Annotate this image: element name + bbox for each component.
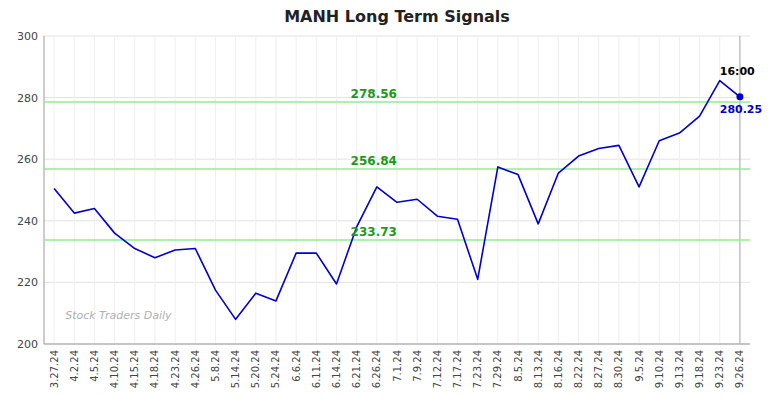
- y-tick-label: 260: [17, 153, 38, 166]
- signal-label: 233.73: [351, 225, 397, 239]
- plot-area: [44, 36, 750, 344]
- x-tick-label: 9.23.24: [714, 350, 725, 388]
- x-tick-label: 7.9.24: [412, 350, 423, 382]
- y-tick-label: 220: [17, 276, 38, 289]
- x-tick-label: 5.14.24: [230, 350, 241, 388]
- x-tick-label: 3.27.24: [49, 350, 60, 388]
- x-tick-label: 8.16.24: [553, 350, 564, 388]
- grid-line: [457, 36, 458, 344]
- x-axis: [44, 344, 750, 345]
- grid-line: [477, 36, 478, 344]
- watermark: Stock Traders Daily: [65, 309, 172, 322]
- grid-line: [699, 36, 700, 344]
- price-line: [54, 81, 740, 320]
- signal-line: [44, 168, 750, 170]
- y-axis: [44, 36, 45, 344]
- x-tick-label: 7.23.24: [472, 350, 483, 388]
- chart: MANH Long Term Signals 200 220 240 260 280 300…: [0, 0, 784, 398]
- grid-line: [74, 36, 75, 344]
- y-tick-label: 240: [17, 215, 38, 228]
- x-tick-label: 9.10.24: [654, 350, 665, 388]
- grid-line: [659, 36, 660, 344]
- last-price-label: 280.25: [720, 103, 762, 116]
- grid-line: [94, 36, 95, 344]
- x-tick-label: 5.24.24: [270, 350, 281, 388]
- x-tick-label: 7.29.24: [492, 350, 503, 388]
- x-tick-label: 6.11.24: [311, 350, 322, 388]
- x-tick-label: 6.21.24: [351, 350, 362, 388]
- grid-line: [296, 36, 297, 344]
- grid-line: [679, 36, 680, 344]
- x-tick-label: 6.6.24: [291, 350, 302, 382]
- x-tick-label: 8.13.24: [533, 350, 544, 388]
- grid-line: [275, 36, 276, 344]
- grid-line: [397, 36, 398, 344]
- grid-line: [154, 36, 155, 344]
- grid-line: [538, 36, 539, 344]
- grid-line: [134, 36, 135, 344]
- grid-line: [739, 36, 740, 344]
- grid-line: [598, 36, 599, 344]
- last-time-label: 16:00: [720, 65, 755, 78]
- x-tick-label: 4.23.24: [170, 350, 181, 388]
- grid-line: [618, 36, 619, 344]
- x-tick-label: 8.27.24: [593, 350, 604, 388]
- x-tick-label: 8.22.24: [573, 350, 584, 388]
- x-tick-label: 4.2.24: [69, 350, 80, 382]
- grid-line: [44, 344, 750, 345]
- last-point-line: [739, 36, 740, 344]
- grid-line: [437, 36, 438, 344]
- x-tick-label: 5.8.24: [210, 350, 221, 382]
- grid-line: [417, 36, 418, 344]
- x-tick-label: 4.10.24: [109, 350, 120, 388]
- grid-line: [316, 36, 317, 344]
- title: MANH Long Term Signals: [284, 7, 510, 26]
- last-point: [736, 93, 743, 100]
- grid-line: [497, 36, 498, 344]
- grid-line: [235, 36, 236, 344]
- x-tick-label: 4.5.24: [89, 350, 100, 382]
- signal-label: 278.56: [351, 87, 397, 101]
- x-tick-label: 8.30.24: [613, 350, 624, 388]
- signal-line: [44, 239, 750, 241]
- grid-line: [175, 36, 176, 344]
- x-tick-label: 7.12.24: [432, 350, 443, 388]
- x-tick-label: 4.15.24: [129, 350, 140, 388]
- grid-line: [114, 36, 115, 344]
- x-tick-label: 8.5.24: [513, 350, 524, 382]
- grid-line: [558, 36, 559, 344]
- grid-line: [356, 36, 357, 344]
- grid-line: [518, 36, 519, 344]
- grid-line: [578, 36, 579, 344]
- signal-label: 256.84: [351, 154, 397, 168]
- x-tick-label: 7.17.24: [452, 350, 463, 388]
- x-tick-label: 5.20.24: [250, 350, 261, 388]
- signal-line: [44, 101, 750, 103]
- x-tick-label: 9.26.24: [734, 350, 745, 388]
- x-tick-label: 7.1.24: [392, 350, 403, 382]
- y-tick-label: 200: [17, 338, 38, 351]
- x-tick-label: 9.18.24: [694, 350, 705, 388]
- x-tick-label: 9.13.24: [674, 350, 685, 388]
- x-tick-label: 6.26.24: [371, 350, 382, 388]
- grid-line: [639, 36, 640, 344]
- x-tick-label: 6.14.24: [331, 350, 342, 388]
- grid-line: [215, 36, 216, 344]
- x-tick-label: 4.26.24: [190, 350, 201, 388]
- x-tick-label: 9.5.24: [634, 350, 645, 382]
- grid-line: [255, 36, 256, 344]
- grid-line: [195, 36, 196, 344]
- x-tick-label: 4.18.24: [149, 350, 160, 388]
- grid-line: [336, 36, 337, 344]
- y-tick-label: 280: [17, 92, 38, 105]
- y-tick-label: 300: [17, 30, 38, 43]
- grid-line: [376, 36, 377, 344]
